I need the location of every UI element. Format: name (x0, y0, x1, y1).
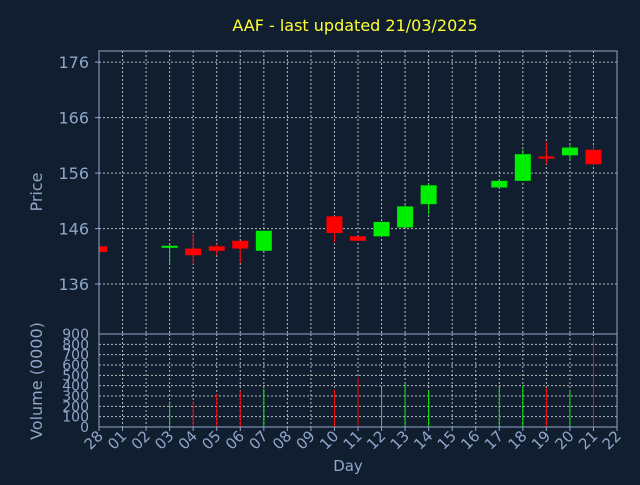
x-tick-label: 17 (481, 427, 507, 453)
price-tick-label: 176 (58, 53, 89, 72)
candle-body (161, 245, 178, 248)
x-tick-label: 08 (269, 427, 295, 453)
x-tick-label: 22 (599, 427, 625, 453)
volume-tick-label: 600 (62, 358, 89, 374)
x-tick-label: 15 (434, 427, 460, 453)
volume-tick-label: 500 (62, 368, 89, 384)
candle-body (585, 149, 602, 165)
volume-axis-label: Volume (0000) (27, 322, 46, 440)
candle-body (514, 154, 531, 181)
x-tick-label: 20 (552, 427, 578, 453)
candle-body (255, 230, 272, 251)
price-tick-label: 166 (58, 109, 89, 128)
x-tick-label: 18 (504, 427, 530, 453)
price-tick-label: 156 (58, 164, 89, 183)
x-axis-label: Day (333, 457, 363, 475)
x-tick-label: 21 (575, 427, 601, 453)
candle-body (185, 248, 202, 256)
volume-tick-label: 200 (62, 399, 89, 415)
chart-title: AAF - last updated 21/03/2025 (232, 16, 477, 35)
price-tick-label: 146 (58, 220, 89, 239)
x-tick-label: 01 (104, 427, 130, 453)
price-panel: 136 146 156 166 176 (58, 50, 618, 335)
x-tick-label: 03 (151, 427, 177, 453)
x-tick-label: 10 (316, 427, 342, 453)
volume-tick-label: 300 (62, 389, 89, 405)
x-tick-label: 04 (175, 427, 201, 453)
candle-body (208, 246, 225, 251)
x-tick-label: 11 (340, 427, 366, 453)
volume-tick-label: 400 (62, 379, 89, 395)
candle-body (538, 156, 555, 159)
x-tick-label: 16 (457, 427, 483, 453)
candle-body (232, 240, 249, 249)
x-tick-label: 02 (128, 427, 154, 453)
volume-tick-label: 0 (80, 420, 89, 436)
x-tick-label: 07 (245, 427, 271, 453)
candle-body (491, 180, 508, 188)
candle-body (561, 147, 578, 156)
volume-tick-label: 700 (62, 348, 89, 364)
x-tick-label: 06 (222, 427, 248, 453)
candle-body (420, 185, 437, 205)
candle-body (397, 206, 414, 228)
x-tick-label: 19 (528, 427, 554, 453)
candle-body (99, 246, 107, 252)
x-tick-label: 14 (410, 427, 436, 453)
price-tick-label: 136 (58, 275, 89, 294)
x-tick-label: 09 (293, 427, 319, 453)
volume-tick-label: 900 (62, 327, 89, 343)
candle-body (350, 236, 366, 241)
price-axis-label: Price (27, 172, 46, 211)
x-tick-label: 13 (387, 427, 413, 453)
volume-tick-label: 100 (62, 410, 89, 426)
x-tick-label: 05 (198, 427, 224, 453)
candle-body (373, 221, 390, 237)
x-axis: 2801020304050607080910111213141516171819… (81, 427, 625, 453)
volume-tick-label: 800 (62, 337, 89, 353)
x-tick-label: 12 (363, 427, 389, 453)
candle-body (326, 216, 343, 234)
